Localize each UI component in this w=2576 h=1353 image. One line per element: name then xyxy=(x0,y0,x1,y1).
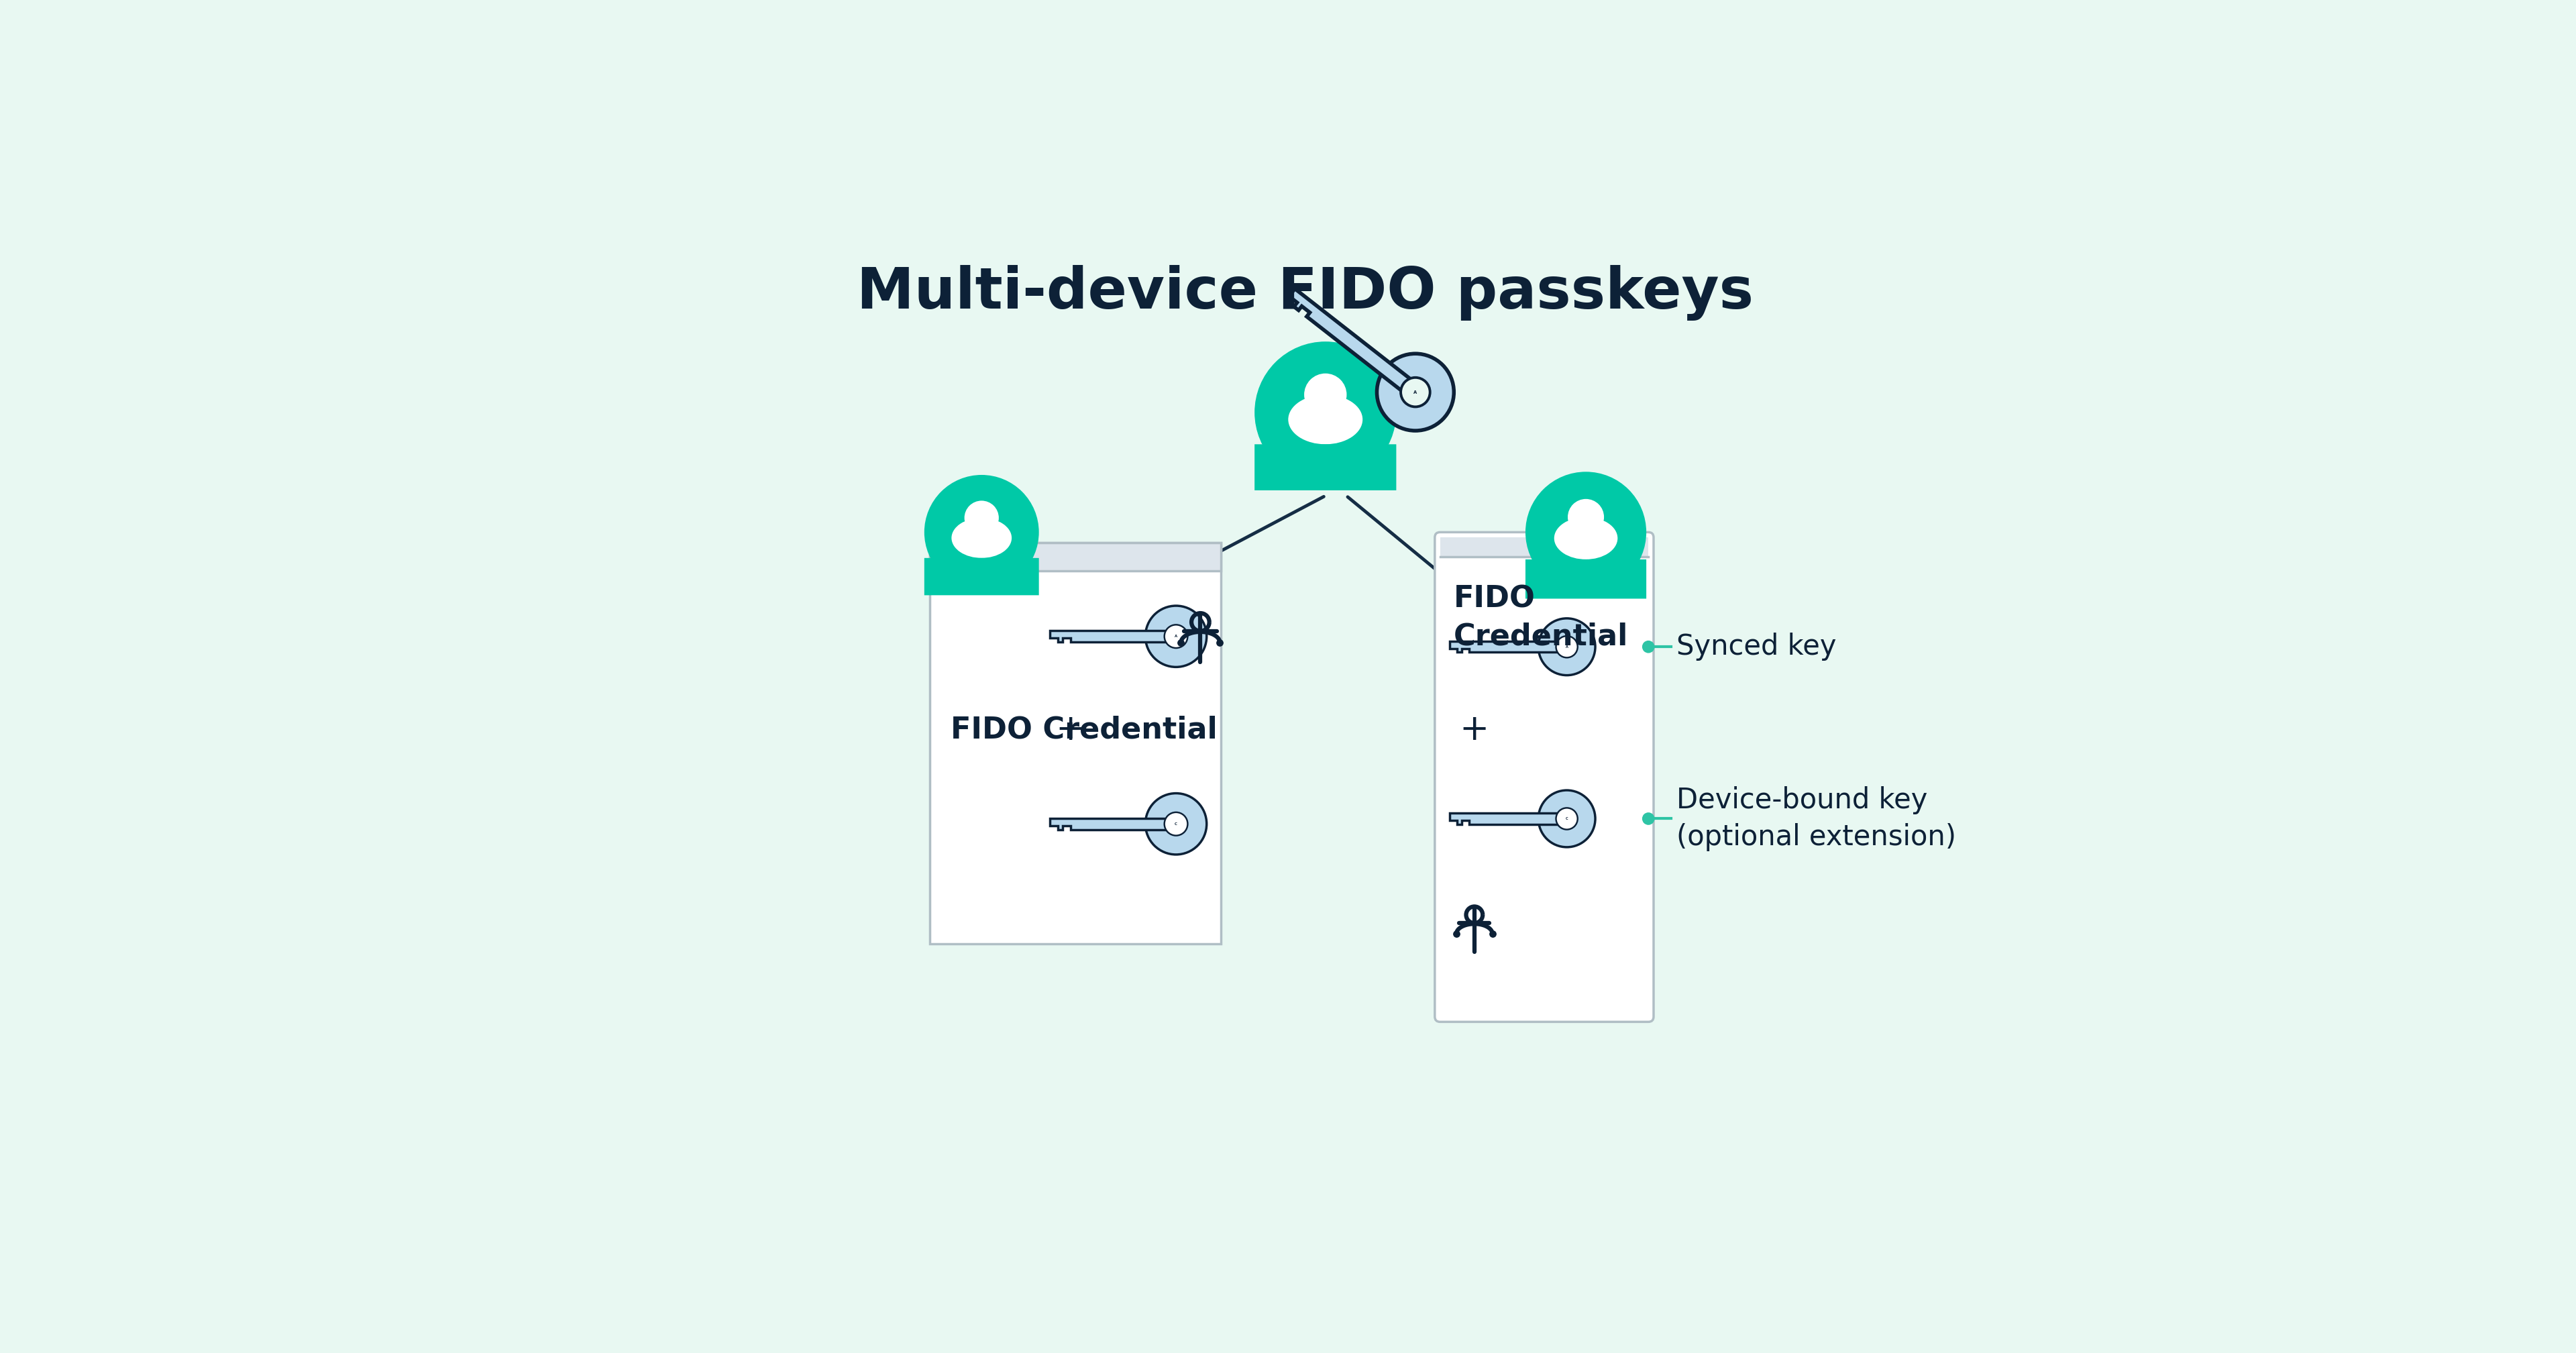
Circle shape xyxy=(1538,790,1595,847)
Text: Multi-device FIDO passkeys: Multi-device FIDO passkeys xyxy=(858,265,1754,321)
Circle shape xyxy=(925,475,1038,590)
Text: A: A xyxy=(1175,635,1177,639)
Bar xyxy=(930,543,1221,944)
FancyBboxPatch shape xyxy=(1255,444,1396,490)
Circle shape xyxy=(1146,606,1206,667)
Polygon shape xyxy=(1288,288,1417,396)
Ellipse shape xyxy=(1288,395,1363,444)
Circle shape xyxy=(1376,353,1453,430)
Circle shape xyxy=(1303,373,1347,415)
Circle shape xyxy=(963,501,999,534)
Polygon shape xyxy=(1450,813,1564,824)
Text: Device-bound key
(optional extension): Device-bound key (optional extension) xyxy=(1677,786,1955,851)
FancyBboxPatch shape xyxy=(1525,559,1646,598)
Text: A: A xyxy=(1414,390,1417,394)
Text: Synced key: Synced key xyxy=(1677,633,1837,660)
Text: +: + xyxy=(1461,713,1489,748)
Text: C: C xyxy=(1175,823,1177,825)
Polygon shape xyxy=(1051,630,1175,643)
Circle shape xyxy=(1538,618,1595,675)
Text: FIDO Credential: FIDO Credential xyxy=(951,716,1218,744)
Text: FIDO
Credential: FIDO Credential xyxy=(1453,584,1628,651)
Circle shape xyxy=(1556,808,1577,829)
Circle shape xyxy=(1164,625,1188,648)
FancyBboxPatch shape xyxy=(925,557,1038,595)
Polygon shape xyxy=(1450,641,1564,652)
Circle shape xyxy=(1556,636,1577,658)
Text: A: A xyxy=(1566,645,1569,648)
Circle shape xyxy=(1146,793,1206,855)
FancyBboxPatch shape xyxy=(1435,532,1654,1022)
Ellipse shape xyxy=(951,518,1012,557)
Text: +: + xyxy=(1056,713,1084,748)
Bar xyxy=(1440,537,1649,556)
Bar xyxy=(930,543,1221,571)
Ellipse shape xyxy=(1553,517,1618,559)
Circle shape xyxy=(1255,341,1396,483)
Circle shape xyxy=(1641,812,1654,825)
Polygon shape xyxy=(1051,819,1175,829)
Circle shape xyxy=(1164,812,1188,836)
Circle shape xyxy=(1401,377,1430,407)
Circle shape xyxy=(1641,640,1654,653)
Circle shape xyxy=(1569,499,1605,536)
Circle shape xyxy=(1525,472,1646,593)
